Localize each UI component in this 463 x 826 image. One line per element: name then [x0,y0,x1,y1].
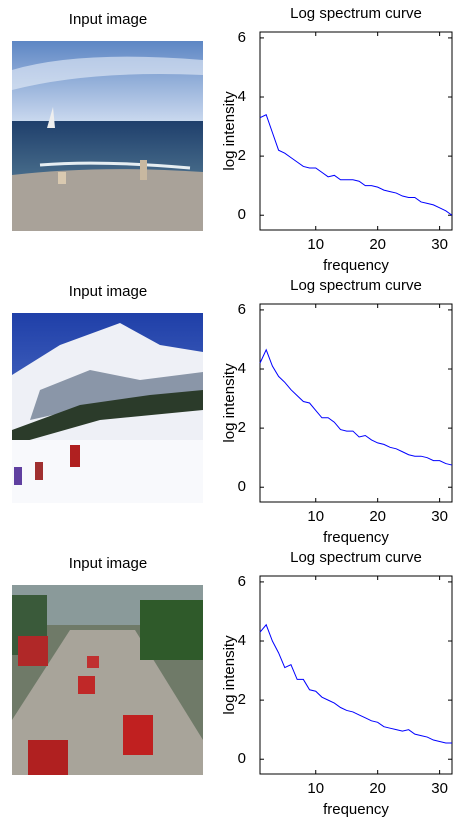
spectrum-line [259,114,453,216]
y-tick-label: 2 [238,691,246,708]
x-tick-label: 30 [431,780,448,797]
chart-title: Log spectrum curve [290,277,422,294]
plot-frame [259,31,453,231]
y-tick-label: 6 [238,301,246,318]
y-tick-label: 4 [238,360,246,377]
image-title: Input image [69,283,147,300]
x-axis-label: frequency [323,801,389,818]
x-axis-label: frequency [323,257,389,274]
x-tick-label: 10 [307,780,324,797]
y-tick-label: 2 [238,147,246,164]
chart-title: Log spectrum curve [290,5,422,22]
y-axis-label: log intensity [221,91,238,171]
x-axis-label: frequency [323,529,389,546]
y-axis-label: log intensity [221,635,238,715]
y-tick-label: 2 [238,419,246,436]
chart-title: Log spectrum curve [290,549,422,566]
x-tick-label: 20 [369,236,386,253]
y-tick-label: 6 [238,573,246,590]
y-tick-label: 6 [238,29,246,46]
y-tick-label: 0 [238,206,246,223]
x-tick-label: 20 [369,780,386,797]
y-tick-label: 0 [238,750,246,767]
y-tick-label: 4 [238,632,246,649]
input-image [12,41,203,231]
image-title: Input image [69,555,147,572]
y-axis-label: log intensity [221,363,238,443]
x-tick-label: 10 [307,236,324,253]
y-tick-label: 4 [238,88,246,105]
input-image [12,313,203,503]
y-tick-label: 0 [238,478,246,495]
x-tick-label: 10 [307,508,324,525]
spectrum-line [259,348,453,466]
plot-frame [259,303,453,503]
spectrum-line [259,623,452,744]
x-tick-label: 30 [431,508,448,525]
x-tick-label: 30 [431,236,448,253]
x-tick-label: 20 [369,508,386,525]
plot-frame [259,575,453,775]
input-image [12,585,203,775]
image-title: Input image [69,11,147,28]
